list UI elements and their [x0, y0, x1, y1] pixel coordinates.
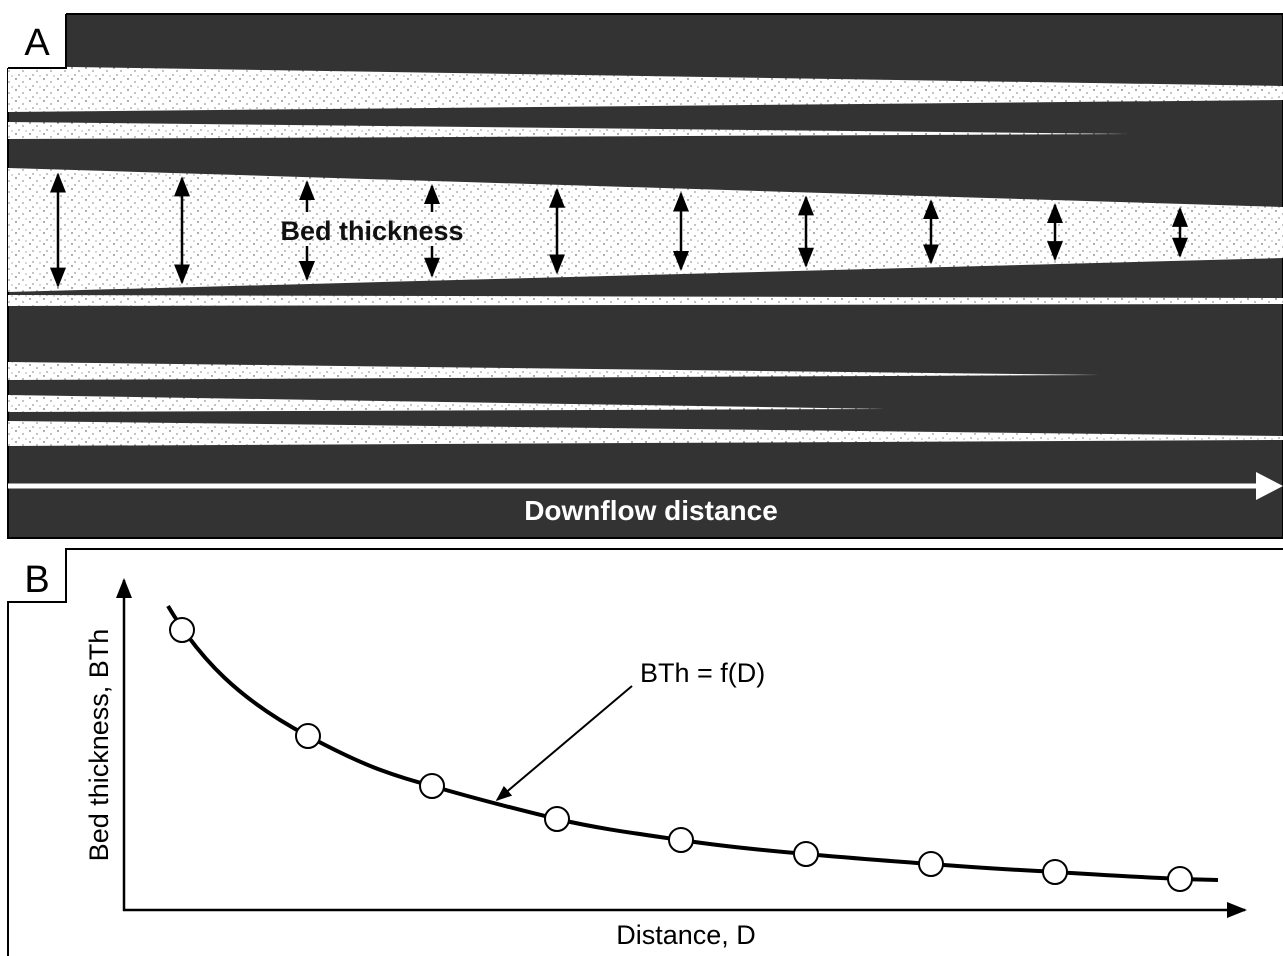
x-axis-label: Distance, D — [616, 920, 756, 950]
bed-thickness-label: Bed thickness — [280, 216, 463, 246]
data-point — [295, 723, 321, 749]
data-point — [793, 841, 819, 867]
sand-bed — [8, 66, 1283, 112]
tab-bg — [0, 0, 66, 68]
panel-label: A — [24, 22, 50, 64]
panel-a: Bed thickness Downflow distance A — [0, 0, 1283, 539]
sand-bed — [8, 122, 1130, 139]
data-point — [668, 827, 694, 853]
data-point — [1042, 859, 1068, 885]
panel-outline — [7, 548, 1283, 956]
data-point — [1167, 866, 1193, 892]
y-axis-label: Bed thickness, BTh — [84, 629, 114, 862]
sand-bed-main — [8, 168, 1283, 292]
sand-bed — [8, 362, 1100, 380]
data-point — [918, 851, 944, 877]
annotation: BTh = f(D) — [640, 658, 765, 688]
data-point — [419, 773, 445, 799]
data-point — [169, 617, 195, 643]
sand-bed — [8, 421, 1283, 446]
data-point — [544, 806, 570, 832]
panel-b: B Bed thickness, BTh Distance, D BTh = f… — [7, 548, 1283, 956]
data-points — [169, 617, 1193, 892]
thickness-arrows — [50, 172, 1188, 288]
sand-bed — [8, 295, 1283, 306]
downflow-label: Downflow distance — [524, 495, 778, 526]
sand-bed — [8, 395, 885, 412]
annotation-arrow — [495, 685, 633, 802]
flow-arrowhead — [1256, 472, 1283, 500]
panel-label: B — [24, 559, 49, 601]
tab-outline — [8, 14, 67, 69]
